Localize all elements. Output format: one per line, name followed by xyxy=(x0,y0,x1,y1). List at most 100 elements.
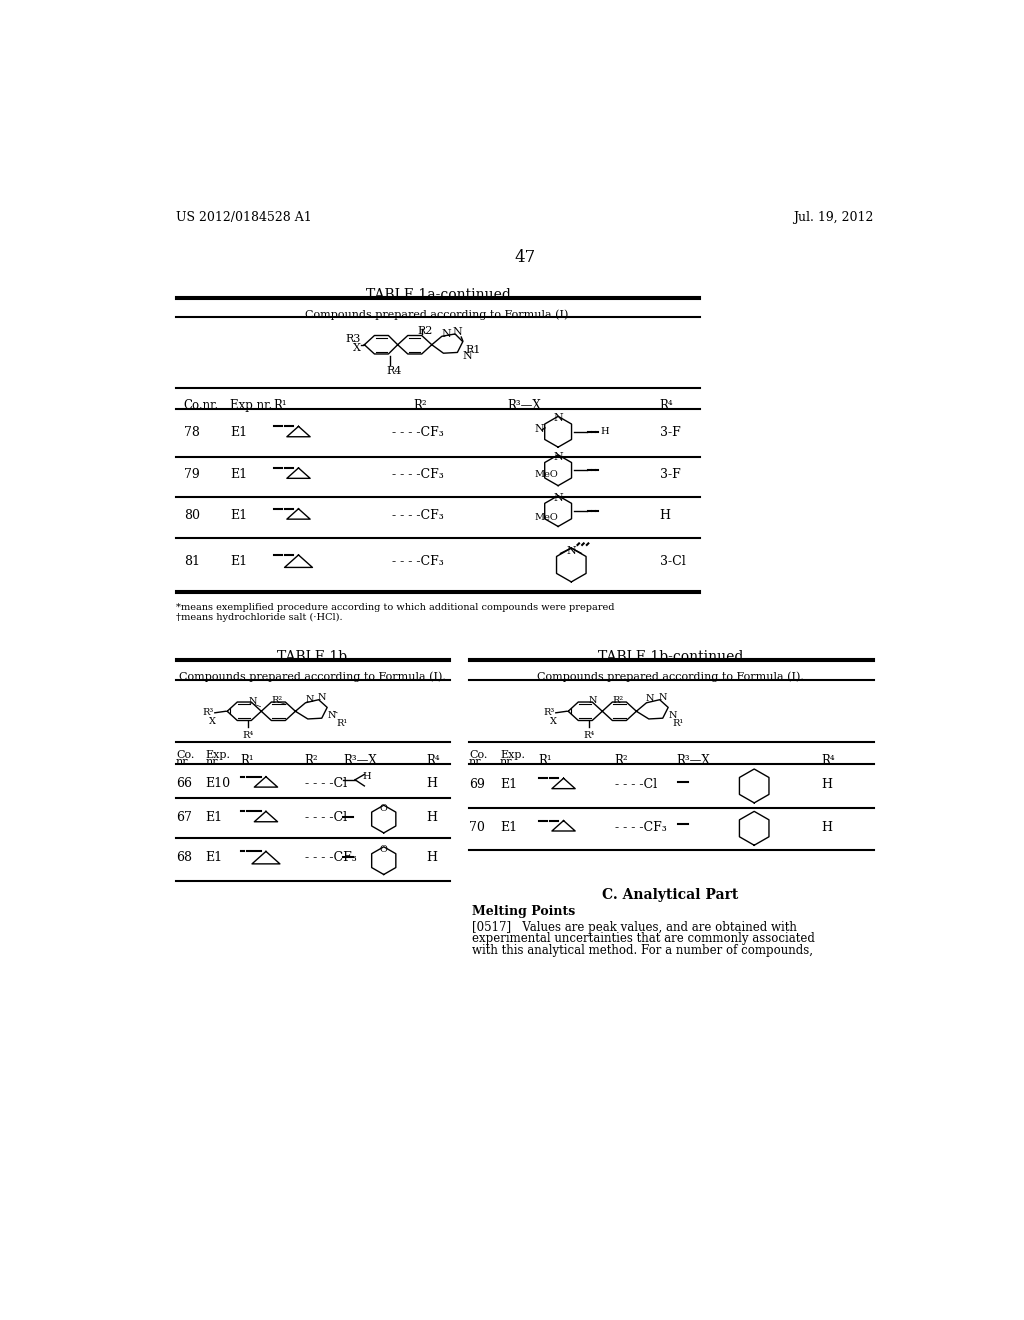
Text: R⁴: R⁴ xyxy=(243,730,254,739)
Text: nr.: nr. xyxy=(500,758,515,767)
Text: N: N xyxy=(554,413,563,424)
Text: experimental uncertainties that are commonly associated: experimental uncertainties that are comm… xyxy=(472,932,815,945)
Text: - - - -CF₃: - - - -CF₃ xyxy=(391,508,443,521)
Text: N: N xyxy=(328,711,337,721)
Text: R³—X: R³—X xyxy=(677,754,711,767)
Text: N: N xyxy=(554,492,563,503)
Text: US 2012/0184528 A1: US 2012/0184528 A1 xyxy=(176,211,311,224)
Text: Co.: Co. xyxy=(176,750,195,760)
Text: E1: E1 xyxy=(230,469,248,480)
Text: N: N xyxy=(453,327,463,337)
Text: 81: 81 xyxy=(183,554,200,568)
Text: H: H xyxy=(426,776,437,789)
Text: E1: E1 xyxy=(500,779,517,791)
Text: - - - -Cl: - - - -Cl xyxy=(305,812,347,825)
Text: R¹: R¹ xyxy=(337,719,348,727)
Text: Exp.: Exp. xyxy=(206,750,230,760)
Text: †means hydrochloride salt (·HCl).: †means hydrochloride salt (·HCl). xyxy=(176,612,343,622)
Text: - - - -Cl: - - - -Cl xyxy=(614,779,656,791)
Text: H: H xyxy=(821,821,833,834)
Text: nr.: nr. xyxy=(206,758,220,767)
Text: - - - -CF₃: - - - -CF₃ xyxy=(391,554,443,568)
Text: H: H xyxy=(659,508,671,521)
Text: E1: E1 xyxy=(230,426,248,440)
Text: R²: R² xyxy=(614,754,629,767)
Text: R²: R² xyxy=(612,696,624,705)
Text: H: H xyxy=(821,779,833,791)
Text: Exp.: Exp. xyxy=(500,750,525,760)
Text: TABLE 1b: TABLE 1b xyxy=(278,649,347,664)
Text: 70: 70 xyxy=(469,821,485,834)
Text: R¹: R¹ xyxy=(539,754,552,767)
Text: MeO: MeO xyxy=(535,470,558,479)
Text: - - - -CF₃: - - - -CF₃ xyxy=(614,821,667,834)
Text: R²: R² xyxy=(414,399,427,412)
Text: Co.: Co. xyxy=(469,750,487,760)
Text: 67: 67 xyxy=(176,812,191,825)
Text: E1: E1 xyxy=(500,821,517,834)
Text: N: N xyxy=(646,694,654,704)
Text: R²: R² xyxy=(271,696,283,705)
Text: R¹: R¹ xyxy=(273,399,288,412)
Text: R³: R³ xyxy=(544,708,555,717)
Text: X: X xyxy=(209,717,216,726)
Text: with this analytical method. For a number of compounds,: with this analytical method. For a numbe… xyxy=(472,944,813,957)
Text: R²: R² xyxy=(305,754,318,767)
Text: 3-F: 3-F xyxy=(659,469,680,480)
Text: E10: E10 xyxy=(206,776,230,789)
Text: N: N xyxy=(248,697,257,706)
Text: E1: E1 xyxy=(230,554,248,568)
Text: C. Analytical Part: C. Analytical Part xyxy=(602,888,738,903)
Text: N: N xyxy=(463,351,472,360)
Text: 68: 68 xyxy=(176,851,193,865)
Text: nr.: nr. xyxy=(469,758,484,767)
Text: N: N xyxy=(317,693,327,702)
Text: Co.nr.: Co.nr. xyxy=(183,399,219,412)
Text: R⁴: R⁴ xyxy=(821,754,836,767)
Text: N: N xyxy=(535,424,544,434)
Text: R⁴: R⁴ xyxy=(584,730,595,739)
Text: E1: E1 xyxy=(206,812,222,825)
Text: R1: R1 xyxy=(466,345,481,355)
Text: H: H xyxy=(601,428,609,436)
Text: H: H xyxy=(362,772,372,781)
Text: - - - -Cl: - - - -Cl xyxy=(305,776,347,789)
Text: 79: 79 xyxy=(183,469,200,480)
Text: TABLE 1b-continued: TABLE 1b-continued xyxy=(598,649,743,664)
Text: N: N xyxy=(658,693,667,702)
Text: R¹: R¹ xyxy=(673,719,684,727)
Text: Compounds prepared according to Formula (I).: Compounds prepared according to Formula … xyxy=(304,309,571,319)
Text: O: O xyxy=(379,804,387,813)
Text: R4: R4 xyxy=(386,367,401,376)
Text: Exp nr.: Exp nr. xyxy=(230,399,272,412)
Text: MeO: MeO xyxy=(535,512,558,521)
Text: 3-F: 3-F xyxy=(659,426,680,440)
Text: Compounds prepared according to Formula (I).: Compounds prepared according to Formula … xyxy=(537,671,804,682)
Text: 78: 78 xyxy=(183,426,200,440)
Text: O: O xyxy=(379,845,387,854)
Text: H: H xyxy=(426,812,437,825)
Text: N: N xyxy=(566,545,577,556)
Text: [0517]   Values are peak values, and are obtained with: [0517] Values are peak values, and are o… xyxy=(472,921,797,933)
Text: N: N xyxy=(669,711,677,721)
Text: Melting Points: Melting Points xyxy=(472,906,575,919)
Text: N: N xyxy=(589,696,597,705)
Text: 3-Cl: 3-Cl xyxy=(659,554,685,568)
Text: X: X xyxy=(550,717,557,726)
Text: 80: 80 xyxy=(183,508,200,521)
Text: H: H xyxy=(426,851,437,865)
Text: 47: 47 xyxy=(514,249,536,267)
Text: R⁴: R⁴ xyxy=(426,754,440,767)
Text: R2: R2 xyxy=(417,326,432,337)
Text: N: N xyxy=(305,696,314,704)
Text: TABLE 1a-continued: TABLE 1a-continued xyxy=(366,288,510,302)
Text: Compounds prepared according to Formula (I).: Compounds prepared according to Formula … xyxy=(179,671,445,682)
Text: N: N xyxy=(554,451,563,462)
Text: 66: 66 xyxy=(176,776,193,789)
Text: X: X xyxy=(352,343,360,354)
Text: R¹: R¹ xyxy=(241,754,254,767)
Text: E1: E1 xyxy=(206,851,222,865)
Text: R³: R³ xyxy=(203,708,214,717)
Text: *means exemplified procedure according to which additional compounds were prepar: *means exemplified procedure according t… xyxy=(176,603,614,612)
Text: R⁴: R⁴ xyxy=(659,399,673,412)
